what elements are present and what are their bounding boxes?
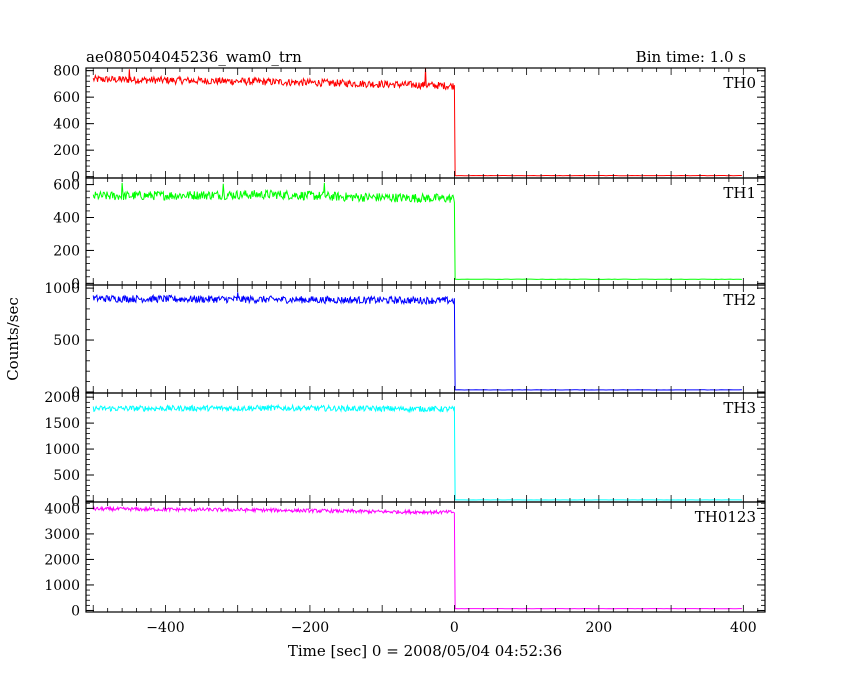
- panel-frame: [85, 501, 766, 613]
- y-tick-label: 600: [53, 178, 80, 194]
- chart-title: ae080504045236_wam0_trn: [86, 48, 302, 66]
- bin-time-label: Bin time: 1.0 s: [636, 48, 746, 66]
- y-tick-label: 1000: [44, 281, 80, 297]
- y-tick-label: 500: [53, 468, 80, 484]
- panel-label-th2: TH2: [723, 291, 756, 309]
- panel-th1: 0 200 400 600 TH1: [53, 177, 766, 292]
- y-tick-label: 0: [71, 385, 80, 401]
- panel-th3: 0 500 1000 1500 2000 TH3: [44, 390, 766, 510]
- panel-frame: [85, 67, 766, 179]
- panel-th0123: 0 1000 2000 3000 4000 TH0123: [44, 501, 766, 619]
- series-line-th1: [92, 182, 742, 280]
- y-tick-label: 200: [53, 143, 80, 159]
- x-tick-label: 400: [730, 620, 757, 636]
- x-tick-label: 200: [585, 620, 612, 636]
- x-tick-label: −200: [291, 620, 329, 636]
- y-tick-label: 1000: [44, 578, 80, 594]
- panel-th2: 0 500 1000 TH2: [44, 281, 766, 401]
- y-tick-label: 1000: [44, 442, 80, 458]
- y-tick-label: 400: [53, 117, 80, 133]
- y-tick-label: 600: [53, 90, 80, 106]
- series-line-th0123: [92, 505, 742, 610]
- y-tick-label: 0: [71, 603, 80, 619]
- y-tick-label: 2000: [44, 552, 80, 568]
- y-tick-label: 3000: [44, 527, 80, 543]
- y-axis-label: Counts/sec: [4, 297, 22, 381]
- series-line-th0: [92, 67, 742, 177]
- panel-label-th0: TH0: [723, 74, 756, 92]
- series-line-th2: [92, 292, 742, 391]
- y-tick-label: 0: [71, 170, 80, 186]
- x-axis-label: Time [sec] 0 = 2008/05/04 04:52:36: [288, 642, 562, 660]
- y-tick-label: 0: [71, 494, 80, 510]
- y-tick-label: 0: [71, 276, 80, 292]
- x-tick-label: 0: [450, 620, 459, 636]
- panel-label-th0123: TH0123: [695, 508, 756, 526]
- panels-group: 0 200 400 600 800 TH0 0 200 400 600 TH1 0 500 1000 TH2…: [44, 64, 766, 619]
- y-tick-label: 800: [53, 64, 80, 80]
- panel-th0: 0 200 400 600 800 TH0: [53, 64, 766, 186]
- series-line-th3: [92, 403, 742, 501]
- y-tick-label: 1500: [44, 416, 80, 432]
- y-tick-label: 200: [53, 243, 80, 259]
- y-tick-label: 400: [53, 211, 80, 227]
- y-tick-label: 2000: [44, 390, 80, 406]
- x-tick-label: −400: [146, 620, 184, 636]
- y-tick-label: 4000: [44, 501, 80, 517]
- y-tick-label: 500: [53, 333, 80, 349]
- panel-label-th1: TH1: [723, 184, 756, 202]
- panel-label-th3: TH3: [723, 399, 756, 417]
- x-tick-labels: −400 −200 0 200 400: [146, 620, 756, 636]
